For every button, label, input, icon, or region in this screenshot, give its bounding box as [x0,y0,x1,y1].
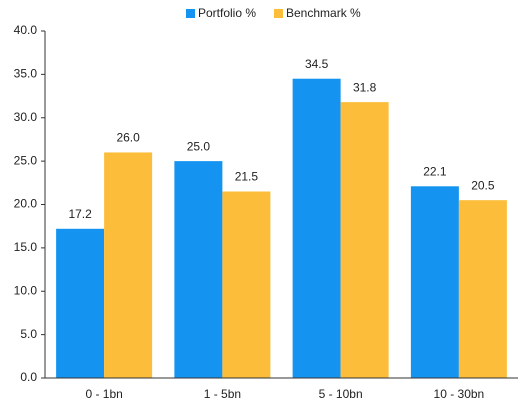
bar [340,102,389,378]
y-tick-label: 25.0 [14,153,38,167]
y-tick-label: 10.0 [14,283,38,297]
data-label: 26.0 [116,131,140,145]
bar [292,78,341,379]
x-tick-label: 10 - 30bn [434,387,485,401]
y-tick-label: 20.0 [14,197,38,211]
data-label: 21.5 [235,170,259,184]
bar [104,152,153,378]
bar [174,161,223,378]
data-label: 20.5 [471,178,495,192]
y-tick-label: 5.0 [20,327,37,341]
bar [222,191,271,378]
data-label: 25.0 [187,139,211,153]
bar [410,186,459,378]
data-label: 34.5 [305,57,329,71]
legend-label: Portfolio % [198,6,256,20]
y-tick-label: 35.0 [14,67,38,81]
data-label: 31.8 [353,80,377,94]
data-label: 22.1 [423,164,447,178]
y-tick-label: 0.0 [20,370,37,384]
legend-swatch [186,9,195,18]
x-tick-label: 1 - 5bn [204,387,241,401]
x-tick-label: 5 - 10bn [319,387,363,401]
y-tick-label: 40.0 [14,23,38,37]
legend-swatch [274,9,283,18]
x-tick-label: 0 - 1bn [85,387,122,401]
bar [56,228,105,378]
y-tick-label: 30.0 [14,110,38,124]
legend-label: Benchmark % [286,6,361,20]
bar [458,200,507,378]
y-tick-label: 15.0 [14,240,38,254]
data-label: 17.2 [68,207,92,221]
